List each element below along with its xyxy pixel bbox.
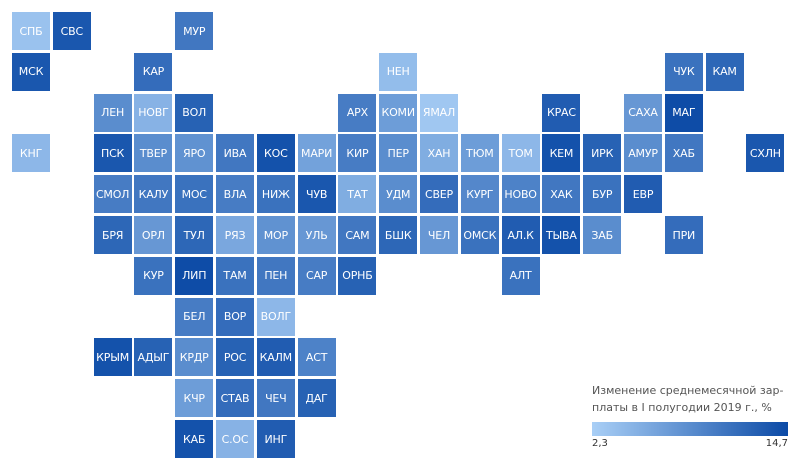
region-tile: ОМСК [460, 216, 499, 254]
region-tile: МАГ [664, 93, 703, 132]
region-tile: РЯЗ [216, 216, 254, 254]
region-tile: ТАМ [216, 256, 254, 295]
region-tile: НОВГ [134, 93, 173, 132]
region-tile: ЧЕЧ [256, 379, 295, 418]
region-tile: ЛИП [175, 256, 214, 295]
region-tile: КРДР [175, 338, 214, 377]
region-tile: ОРНБ [338, 256, 377, 295]
region-tile: КНГ [12, 134, 50, 173]
region-tile: НЕН [379, 52, 418, 91]
region-tile: С.ОС [216, 420, 254, 458]
region-tile: КАР [134, 52, 173, 91]
region-tile: ПСК [93, 134, 132, 173]
region-tile: ЧЕЛ [420, 216, 458, 254]
region-tile: ДАГ [297, 379, 336, 418]
region-tile: ИВА [216, 134, 254, 173]
region-tile: ЧУК [664, 52, 703, 91]
region-tile: ПРИ [664, 216, 703, 254]
region-tile: ВЛА [216, 175, 254, 214]
region-tile: АДЫГ [134, 338, 173, 377]
region-tile: КЕМ [542, 134, 581, 173]
region-tile: ЧУВ [297, 175, 336, 214]
region-tile: ТЫВА [542, 216, 581, 254]
region-tile: САР [297, 256, 336, 295]
region-tile: КРАС [542, 93, 581, 132]
region-tile: УДМ [379, 175, 418, 214]
region-tile: АСТ [297, 338, 336, 377]
region-tile: КАЛМ [256, 338, 295, 377]
region-tile: КАМ [705, 52, 744, 91]
region-tile: АРХ [338, 93, 377, 132]
region-tile: ОРЛ [134, 216, 173, 254]
region-tile: БШК [379, 216, 418, 254]
region-tile: ЯМАЛ [420, 93, 458, 132]
legend-title: Изменение среднемесячной зар-платы в I п… [592, 384, 784, 414]
region-tile: ПЕН [256, 256, 295, 295]
region-tile: ХАК [542, 175, 581, 214]
region-tile: ИРК [583, 134, 622, 173]
region-tile: КИР [338, 134, 377, 173]
legend-scale: 2,3 14,7 [592, 436, 788, 452]
region-tile: УЛЬ [297, 216, 336, 254]
legend-max-label: 14,7 [765, 438, 788, 449]
region-tile: БРЯ [93, 216, 132, 254]
region-tile: ВОЛГ [256, 297, 295, 336]
region-tile: ТВЕР [134, 134, 173, 173]
region-tile: ИНГ [256, 420, 295, 458]
region-tile: ХАБ [664, 134, 703, 173]
region-tile: ЛЕН [93, 93, 132, 132]
region-tile: ТОМ [501, 134, 540, 173]
region-tile: ЯРО [175, 134, 214, 173]
color-legend: Изменение среднемесячной зар-платы в I п… [592, 382, 792, 452]
region-tile: БУР [583, 175, 622, 214]
region-tile: СПБ [12, 12, 50, 50]
region-tile: ПЕР [379, 134, 418, 173]
region-tile: ТАТ [338, 175, 377, 214]
region-tile: БЕЛ [175, 297, 214, 336]
region-tile: МСК [12, 52, 50, 91]
region-tile: СХЛН [746, 134, 785, 173]
region-tile: КОС [256, 134, 295, 173]
region-tile: ХАН [420, 134, 458, 173]
region-tile: МОС [175, 175, 214, 214]
legend-gradient-bar [592, 422, 788, 436]
region-tile: ТЮМ [460, 134, 499, 173]
region-tile: РОС [216, 338, 254, 377]
region-tile: СМОЛ [93, 175, 132, 214]
region-tile: КУРГ [460, 175, 499, 214]
region-tile: НИЖ [256, 175, 295, 214]
region-tile: ЗАБ [583, 216, 622, 254]
region-tile: КЧР [175, 379, 214, 418]
region-tile: СТАВ [216, 379, 254, 418]
legend-min-label: 2,3 [592, 438, 608, 449]
region-tile: ВОР [216, 297, 254, 336]
region-tile: АЛТ [501, 256, 540, 295]
region-tile: КОМИ [379, 93, 418, 132]
region-tile: МОР [256, 216, 295, 254]
region-tile: АЛ.К [501, 216, 540, 254]
region-tile: ТУЛ [175, 216, 214, 254]
region-tile: САХА [624, 93, 662, 132]
region-tile: КАЛУ [134, 175, 173, 214]
region-tile: ВОЛ [175, 93, 214, 132]
region-tile: КРЫМ [93, 338, 132, 377]
region-tile: СВЕР [420, 175, 458, 214]
region-tile: МАРИ [297, 134, 336, 173]
region-tile: АМУР [624, 134, 662, 173]
region-tile: ЕВР [624, 175, 662, 214]
region-tile: САМ [338, 216, 377, 254]
region-tile: НОВО [501, 175, 540, 214]
region-tile: МУР [175, 12, 214, 50]
region-tile: СВС [52, 12, 91, 50]
region-tile: КУР [134, 256, 173, 295]
region-tile: КАБ [175, 420, 214, 458]
